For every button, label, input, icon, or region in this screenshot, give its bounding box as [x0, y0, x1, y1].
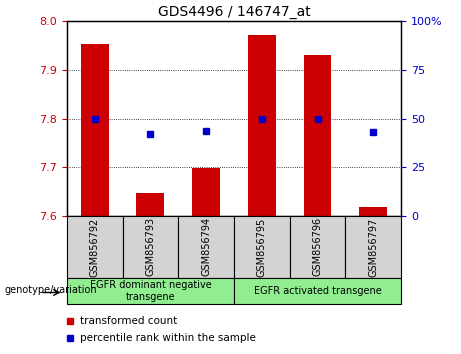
Bar: [178, 216, 234, 278]
Bar: [123, 216, 178, 278]
Bar: [234, 278, 401, 304]
Text: EGFR activated transgene: EGFR activated transgene: [254, 286, 381, 296]
Bar: [136, 193, 164, 216]
Text: GSM856793: GSM856793: [145, 217, 155, 276]
Text: percentile rank within the sample: percentile rank within the sample: [80, 333, 256, 343]
Bar: [345, 216, 401, 278]
Text: GSM856795: GSM856795: [257, 217, 267, 276]
Bar: [67, 216, 123, 278]
Bar: [290, 216, 345, 278]
Bar: [192, 168, 220, 216]
Bar: [248, 35, 276, 216]
Bar: [81, 44, 109, 216]
Bar: [67, 278, 234, 304]
Text: transformed count: transformed count: [80, 316, 177, 326]
Title: GDS4496 / 146747_at: GDS4496 / 146747_at: [158, 5, 310, 19]
Text: GSM856792: GSM856792: [90, 217, 100, 276]
Bar: [304, 55, 331, 216]
Bar: [234, 216, 290, 278]
Text: GSM856794: GSM856794: [201, 217, 211, 276]
Bar: [359, 207, 387, 216]
Text: GSM856797: GSM856797: [368, 217, 378, 276]
Text: EGFR dominant negative
transgene: EGFR dominant negative transgene: [89, 280, 211, 302]
Text: genotype/variation: genotype/variation: [5, 285, 97, 295]
Text: GSM856796: GSM856796: [313, 217, 323, 276]
